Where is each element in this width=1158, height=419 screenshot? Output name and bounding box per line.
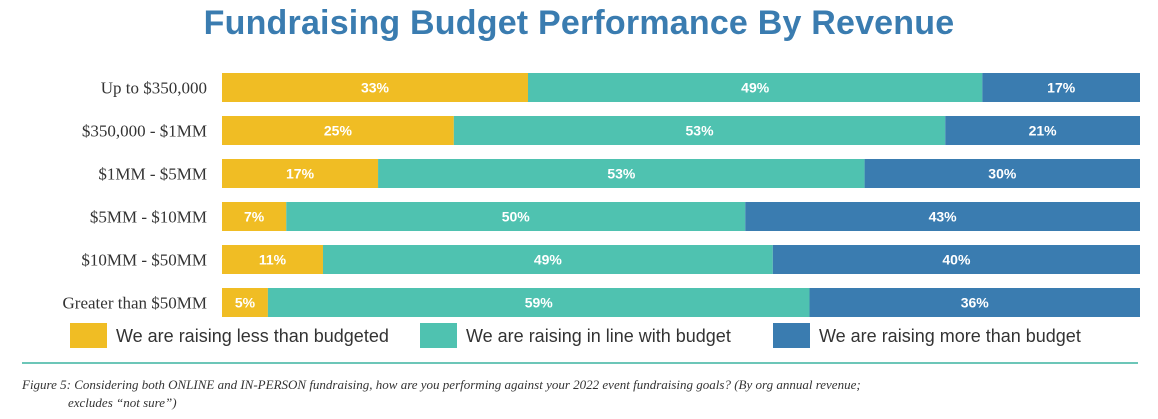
chart-title: Fundraising Budget Performance By Revenu… <box>203 4 955 42</box>
bar-segment-series-1 <box>222 116 454 145</box>
bar-segment-series-1 <box>222 202 287 231</box>
data-label: 25% <box>324 123 353 139</box>
bar-segment-series-1 <box>222 73 528 102</box>
bar-segment-series-2 <box>528 73 983 102</box>
figure-caption: Figure 5: Considering both ONLINE and IN… <box>22 376 1138 412</box>
data-label: 49% <box>534 252 563 268</box>
bar-segment-series-3 <box>945 116 1140 145</box>
legend-swatch <box>420 323 457 348</box>
bar-segment-series-2 <box>453 116 946 145</box>
caption-divider <box>22 362 1138 364</box>
data-label: 53% <box>686 123 715 139</box>
bar-segment-series-1 <box>222 159 379 188</box>
category-label: Up to $350,000 <box>101 79 207 98</box>
data-label: 7% <box>244 209 265 225</box>
data-label: 43% <box>929 209 958 225</box>
data-label: 40% <box>942 252 971 268</box>
bar-segment-series-3 <box>772 245 1140 274</box>
bar-segment-series-3 <box>745 202 1140 231</box>
data-label: 36% <box>961 295 990 311</box>
data-label: 50% <box>502 209 531 225</box>
legend-label: We are raising in line with budget <box>466 326 731 346</box>
data-label: 53% <box>607 166 636 182</box>
data-label: 33% <box>361 80 390 96</box>
data-label: 5% <box>235 295 256 311</box>
category-label: Greater than $50MM <box>63 294 207 313</box>
data-label: 21% <box>1029 123 1058 139</box>
data-label: 30% <box>988 166 1017 182</box>
data-label: 17% <box>286 166 315 182</box>
legend-label: We are raising less than budgeted <box>116 326 389 346</box>
bar-segment-series-2 <box>286 202 746 231</box>
caption-line-2: excludes “not sure”) <box>68 395 177 410</box>
category-label: $5MM - $10MM <box>90 208 207 227</box>
bar-segment-series-3 <box>864 159 1140 188</box>
category-label: $1MM - $5MM <box>98 165 207 184</box>
legend-swatch <box>70 323 107 348</box>
caption-line-1: Figure 5: Considering both ONLINE and IN… <box>22 377 861 392</box>
bar-segment-series-3 <box>809 288 1140 317</box>
bar-segment-series-1 <box>222 288 268 317</box>
category-label: $350,000 - $1MM <box>82 122 207 141</box>
bar-segment-series-2 <box>378 159 865 188</box>
bar-segment-series-2 <box>322 245 773 274</box>
data-label: 59% <box>525 295 554 311</box>
stacked-bar-chart: Up to $350,000 33% 49% 17% $350,000 - $1MM 25… <box>63 73 1140 348</box>
category-label: $10MM - $50MM <box>81 251 207 270</box>
data-label: 11% <box>259 252 287 268</box>
bar-segment-series-3 <box>982 73 1140 102</box>
data-label: 49% <box>741 80 770 96</box>
bar-segment-series-1 <box>222 245 323 274</box>
data-label: 17% <box>1047 80 1076 96</box>
legend-swatch <box>773 323 810 348</box>
bar-segment-series-2 <box>267 288 810 317</box>
legend-label: We are raising more than budget <box>819 326 1081 346</box>
